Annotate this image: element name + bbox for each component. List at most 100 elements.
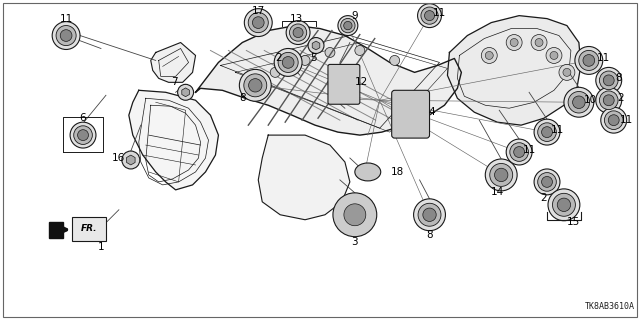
Text: 10: 10 <box>584 95 597 105</box>
Circle shape <box>601 107 627 133</box>
Circle shape <box>52 22 80 50</box>
Circle shape <box>514 147 525 157</box>
Text: 11: 11 <box>550 125 564 135</box>
Text: 14: 14 <box>491 187 504 197</box>
Polygon shape <box>182 88 189 97</box>
Circle shape <box>178 84 193 100</box>
Circle shape <box>74 126 92 144</box>
Text: 16: 16 <box>112 153 125 163</box>
Text: FR.: FR. <box>81 224 97 233</box>
Text: TK8AB3610A: TK8AB3610A <box>584 302 635 311</box>
Circle shape <box>541 127 552 138</box>
Circle shape <box>608 115 619 126</box>
Circle shape <box>248 79 262 92</box>
Circle shape <box>557 198 571 212</box>
Circle shape <box>248 12 268 33</box>
Circle shape <box>563 68 571 76</box>
Circle shape <box>510 143 529 161</box>
Circle shape <box>548 189 580 221</box>
Circle shape <box>538 172 556 191</box>
Circle shape <box>270 68 280 77</box>
Circle shape <box>418 203 441 226</box>
Circle shape <box>485 52 493 60</box>
Circle shape <box>535 38 543 46</box>
Circle shape <box>424 11 435 21</box>
Text: 3: 3 <box>351 237 358 247</box>
Circle shape <box>390 55 399 65</box>
Circle shape <box>510 38 518 46</box>
Text: 15: 15 <box>567 217 580 227</box>
Text: 18: 18 <box>391 167 404 177</box>
Circle shape <box>278 52 298 72</box>
Circle shape <box>534 169 560 195</box>
Text: 11: 11 <box>433 8 446 18</box>
FancyBboxPatch shape <box>328 64 360 104</box>
Circle shape <box>423 208 436 221</box>
Polygon shape <box>259 135 350 220</box>
Text: 8: 8 <box>426 230 433 240</box>
Text: 8: 8 <box>616 73 622 83</box>
Text: 2: 2 <box>618 93 624 103</box>
Circle shape <box>282 57 294 68</box>
Circle shape <box>604 95 614 106</box>
Circle shape <box>534 119 560 145</box>
Circle shape <box>252 17 264 28</box>
Circle shape <box>531 35 547 51</box>
Circle shape <box>239 69 271 101</box>
Text: 6: 6 <box>80 113 86 123</box>
Text: 2: 2 <box>541 193 547 203</box>
Circle shape <box>600 91 618 109</box>
Text: 1: 1 <box>98 242 104 252</box>
Circle shape <box>244 74 267 97</box>
Circle shape <box>244 9 272 36</box>
Circle shape <box>490 164 513 187</box>
Circle shape <box>568 92 589 113</box>
Circle shape <box>333 193 377 237</box>
Circle shape <box>573 96 585 108</box>
Text: 7: 7 <box>172 77 178 87</box>
Circle shape <box>300 55 310 65</box>
Polygon shape <box>312 41 320 50</box>
Circle shape <box>56 26 76 45</box>
Text: 8: 8 <box>239 93 246 103</box>
Circle shape <box>583 55 595 66</box>
Circle shape <box>77 130 88 140</box>
Circle shape <box>538 123 556 141</box>
Text: 17: 17 <box>252 6 265 16</box>
FancyBboxPatch shape <box>72 217 106 241</box>
Circle shape <box>274 49 302 76</box>
Text: 9: 9 <box>351 11 358 20</box>
Circle shape <box>60 30 72 41</box>
Circle shape <box>506 35 522 51</box>
Circle shape <box>338 16 358 36</box>
Circle shape <box>344 204 366 226</box>
Text: 5: 5 <box>310 53 316 63</box>
Circle shape <box>293 28 303 37</box>
Text: 13: 13 <box>289 14 303 24</box>
Polygon shape <box>196 26 461 135</box>
Circle shape <box>355 45 365 55</box>
Circle shape <box>495 168 508 182</box>
Circle shape <box>481 47 497 63</box>
Polygon shape <box>49 222 63 238</box>
Circle shape <box>289 24 307 41</box>
Ellipse shape <box>355 163 381 181</box>
Circle shape <box>308 37 324 53</box>
Circle shape <box>286 20 310 44</box>
Circle shape <box>541 176 552 187</box>
Circle shape <box>122 151 140 169</box>
Polygon shape <box>129 90 218 190</box>
Circle shape <box>604 75 614 86</box>
Circle shape <box>596 87 621 113</box>
Polygon shape <box>151 43 196 82</box>
Polygon shape <box>447 16 581 125</box>
Circle shape <box>421 7 438 24</box>
Circle shape <box>506 139 532 165</box>
Circle shape <box>564 87 594 117</box>
Circle shape <box>546 47 562 63</box>
Circle shape <box>579 50 599 70</box>
FancyBboxPatch shape <box>392 90 429 138</box>
Text: 11: 11 <box>620 115 634 125</box>
Circle shape <box>550 52 558 60</box>
Text: 2: 2 <box>275 53 282 63</box>
